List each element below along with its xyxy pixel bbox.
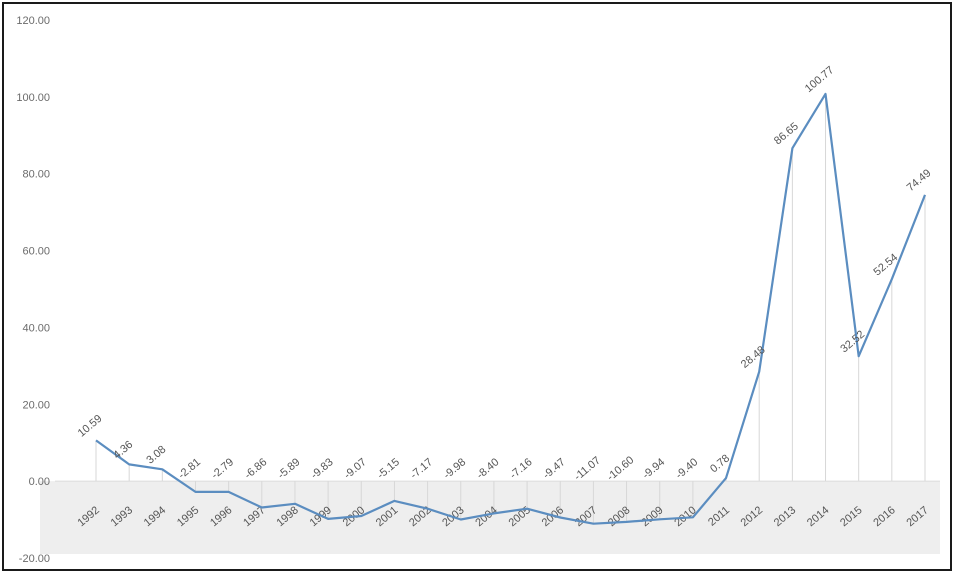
data-label: 74.49 xyxy=(905,167,934,194)
data-label: 4.36 xyxy=(111,439,135,462)
y-tick-label: 80.00 xyxy=(22,169,50,181)
y-tick-label: 0.00 xyxy=(29,476,50,488)
data-label: 52.54 xyxy=(872,251,901,278)
data-label: -2.81 xyxy=(176,456,203,481)
data-label: -9.07 xyxy=(342,456,369,481)
negative-region-band xyxy=(40,480,940,554)
data-label: 100.77 xyxy=(803,64,836,95)
y-tick-label: 40.00 xyxy=(22,322,50,334)
data-label: -9.83 xyxy=(309,456,336,481)
data-label: 10.59 xyxy=(76,413,105,440)
data-label: -9.94 xyxy=(640,456,667,481)
y-tick-label: -20.00 xyxy=(19,553,50,565)
y-tick-label: 60.00 xyxy=(22,246,50,258)
data-label: 3.08 xyxy=(144,444,168,467)
data-label: -5.15 xyxy=(375,456,402,481)
data-label: 32.52 xyxy=(838,328,867,355)
data-label: -7.17 xyxy=(408,456,435,481)
data-label: -10.60 xyxy=(605,454,637,483)
y-axis-ticks: 120.00 100.00 80.00 60.00 40.00 20.00 0.00 -20.… xyxy=(16,15,50,565)
data-label: -11.07 xyxy=(572,454,603,483)
data-label: -5.89 xyxy=(276,456,303,481)
y-tick-label: 20.00 xyxy=(22,399,50,411)
data-label: -2.79 xyxy=(209,456,236,481)
data-label: -6.86 xyxy=(242,456,269,481)
data-label: -9.98 xyxy=(441,456,468,481)
data-label: -7.16 xyxy=(508,456,535,481)
series-line xyxy=(95,92,927,525)
drop-lines xyxy=(95,93,926,524)
data-label: -8.40 xyxy=(475,456,502,481)
negative-band xyxy=(40,481,940,554)
series-line-layer xyxy=(95,92,927,525)
data-label: -9.40 xyxy=(673,456,700,481)
y-tick-label: 120.00 xyxy=(16,15,50,27)
data-label: -9.47 xyxy=(541,456,568,481)
y-tick-label: 100.00 xyxy=(16,92,50,104)
